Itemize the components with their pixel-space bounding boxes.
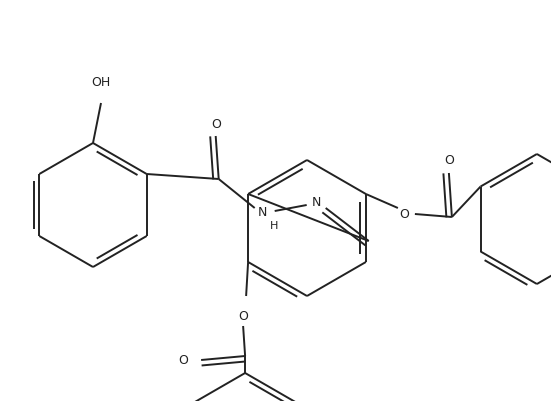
Text: O: O xyxy=(210,117,220,130)
Text: O: O xyxy=(444,154,454,168)
Text: H: H xyxy=(269,221,278,231)
Text: O: O xyxy=(399,207,409,221)
Text: OH: OH xyxy=(91,76,111,89)
Text: O: O xyxy=(238,310,248,322)
Text: N: N xyxy=(258,207,267,219)
Text: N: N xyxy=(312,196,321,209)
Text: O: O xyxy=(178,354,188,367)
